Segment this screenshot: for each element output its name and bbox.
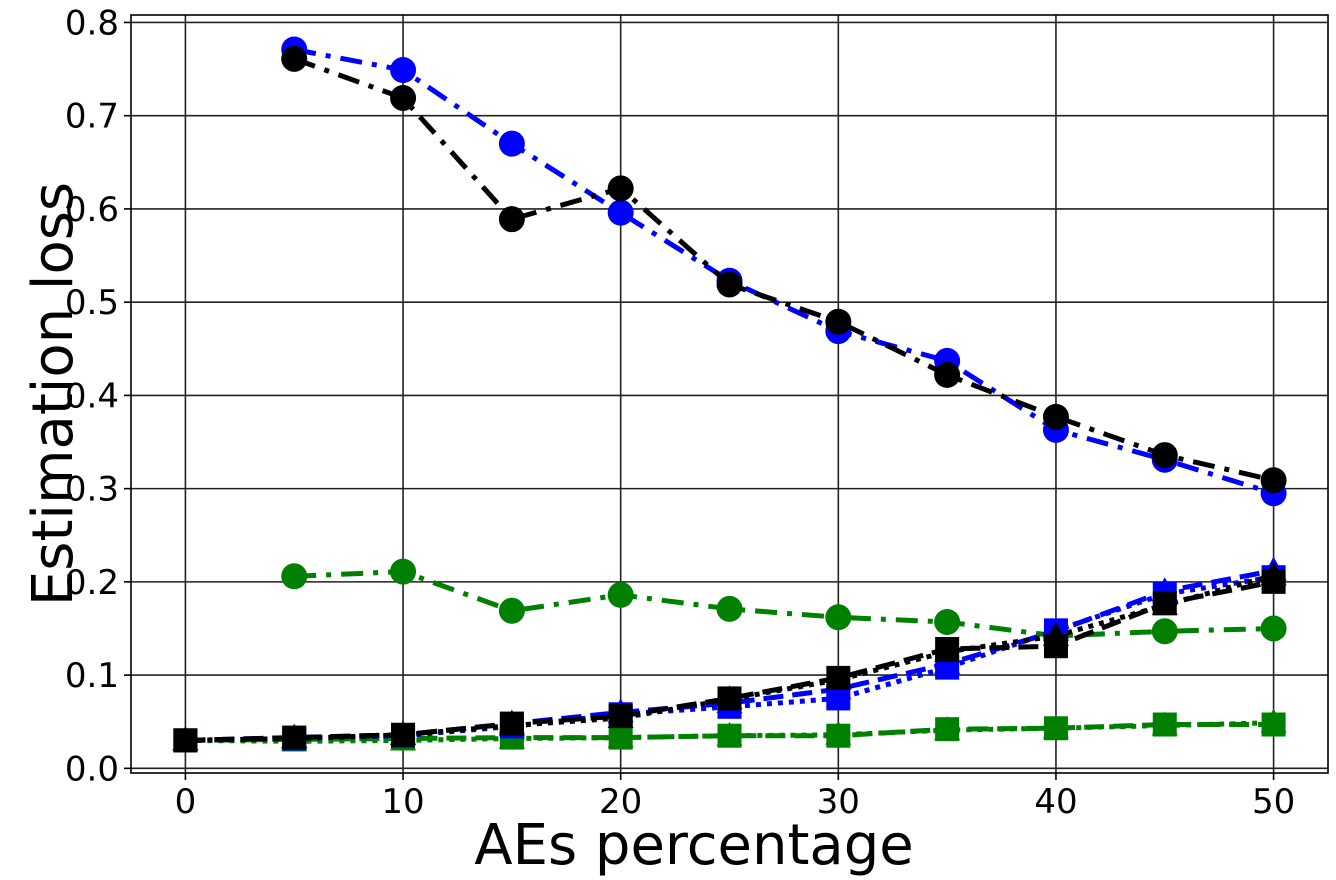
data-point [281,724,308,749]
data-point [1042,621,1069,646]
data-point [1151,591,1178,616]
y-tick-label: 0.2 [65,563,119,603]
data-point [498,206,525,233]
data-point [716,595,743,622]
data-point [390,84,417,111]
y-tick-label: 0.6 [65,190,119,230]
x-tick-label: 30 [817,782,860,822]
series-8 [172,561,1287,751]
data-point [825,604,852,631]
data-point [716,721,743,746]
series-line [293,56,1275,483]
x-tick-label: 40 [1034,782,1077,822]
x-tick-label: 50 [1252,782,1295,822]
data-point [498,597,525,624]
y-axis-label: Estimation loss [21,182,86,606]
data-point [1260,615,1287,642]
y-tick-label: 0.7 [65,97,119,137]
data-point [825,665,852,690]
data-point [607,703,634,728]
x-tick-label: 10 [381,782,424,822]
data-point [716,271,743,298]
data-point [934,637,961,662]
data-point [1151,711,1178,736]
data-point [716,685,743,710]
y-tick-label: 0.0 [65,749,119,789]
y-tick-label: 0.8 [65,3,119,43]
series-0 [281,558,1287,649]
series-layer [172,36,1287,753]
data-point [498,130,525,157]
y-tick-label: 0.3 [65,470,119,510]
data-point [1260,708,1287,733]
plot-frame [130,14,1329,774]
y-tick-label: 0.5 [65,283,119,323]
series-line [293,47,1275,496]
data-point [825,308,852,335]
data-point [934,608,961,635]
x-tick-label: 0 [175,782,197,822]
data-point [934,649,961,674]
x-tick-label: 20 [599,782,642,822]
series-line [185,579,1275,743]
data-point [1042,403,1069,430]
data-point [607,581,634,608]
series-6 [281,45,1287,494]
data-point [1151,618,1178,645]
data-point [607,723,634,748]
data-point [390,558,417,585]
data-point [172,726,199,751]
data-point [607,199,634,226]
y-tick-label: 0.1 [65,656,119,696]
y-axis-ticks: 0.0 0.1 0.2 0.3 0.4 0.5 0.6 0.7 0.8 [65,3,131,789]
series-line [185,572,1275,743]
data-point [1260,467,1287,494]
data-point [1151,442,1178,469]
y-tick-label: 0.4 [65,376,119,416]
grid [131,15,1328,773]
data-point [1260,561,1287,586]
data-point [281,563,308,590]
data-point [934,361,961,388]
data-point [498,711,525,736]
data-point [390,57,417,84]
data-point [607,175,634,202]
data-point [825,720,852,745]
x-axis-ticks: 0 10 20 30 40 50 [175,773,1295,822]
series-line [185,722,1274,743]
data-point [390,720,417,745]
data-point [1042,714,1069,739]
data-point [934,716,961,741]
x-axis-label: AEs percentage [474,813,913,878]
data-point [281,45,308,72]
